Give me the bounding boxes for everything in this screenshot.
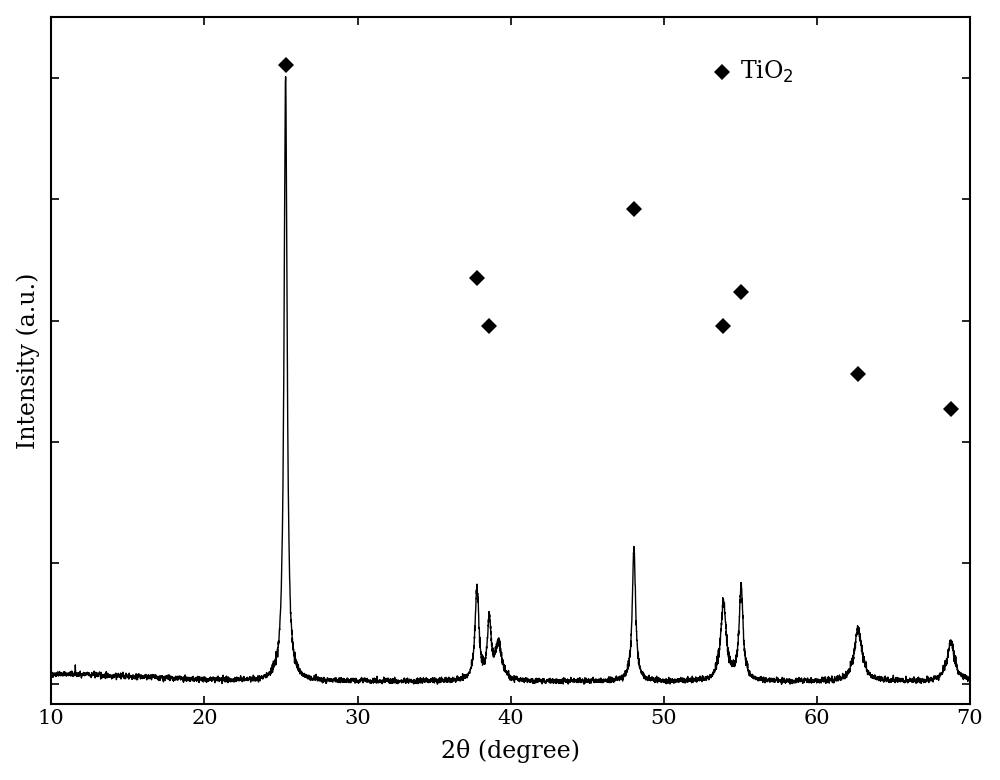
Y-axis label: Intensity (a.u.): Intensity (a.u.) (17, 272, 40, 448)
X-axis label: 2θ (degree): 2θ (degree) (441, 739, 580, 764)
Text: TiO$_2$: TiO$_2$ (740, 58, 794, 85)
